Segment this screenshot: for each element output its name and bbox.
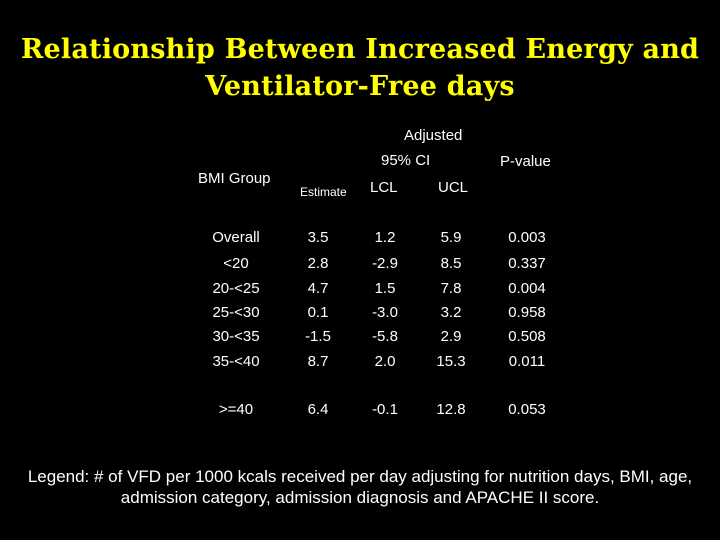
table-cell-p: 0.958 <box>508 304 546 321</box>
header-estimate: Estimate <box>300 185 347 199</box>
legend-line2: admission category, admission diagnosis … <box>120 488 600 507</box>
table-cell-lcl: -0.1 <box>372 401 398 418</box>
header-bmi-group: BMI Group <box>198 170 271 187</box>
table-cell-estimate: 8.7 <box>307 353 329 370</box>
table-cell-estimate: 4.7 <box>307 280 329 297</box>
table-cell-estimate: 2.8 <box>307 255 329 272</box>
table-cell-group: 30-<35 <box>212 328 260 345</box>
table-cell-group: 20-<25 <box>212 280 260 297</box>
header-ucl: UCL <box>438 179 469 196</box>
table-cell-group: >=40 <box>218 401 254 418</box>
legend-line1: Legend: # of VFD per 1000 kcals received… <box>27 467 693 486</box>
table-cell-p: 0.004 <box>508 280 546 297</box>
table-cell-lcl: -5.8 <box>372 328 398 345</box>
table-cell-lcl: -2.9 <box>372 255 398 272</box>
table-cell-p: 0.053 <box>508 401 546 418</box>
legend: Legend: # of VFD per 1000 kcals received… <box>0 466 720 508</box>
table-cell-ucl: 7.8 <box>440 280 462 297</box>
table-cell-p: 0.337 <box>508 255 546 272</box>
table-cell-group: <20 <box>223 255 249 272</box>
table-cell-group: 35-<40 <box>212 353 260 370</box>
table-cell-ucl: 15.3 <box>436 353 466 370</box>
header-adjusted: Adjusted <box>404 127 463 144</box>
table-cell-lcl: -3.0 <box>372 304 398 321</box>
table-cell-ucl: 2.9 <box>440 328 462 345</box>
table-cell-ucl: 5.9 <box>440 229 462 246</box>
table-cell-p: 0.003 <box>508 229 546 246</box>
table-cell-group: 25-<30 <box>212 304 260 321</box>
table-cell-lcl: 1.5 <box>374 280 396 297</box>
table-cell-estimate: 3.5 <box>307 229 329 246</box>
slide-title-line2: Ventilator-Free days <box>205 71 515 102</box>
table-cell-p: 0.508 <box>508 328 546 345</box>
table-cell-estimate: -1.5 <box>305 328 331 345</box>
table-cell-ucl: 8.5 <box>440 255 462 272</box>
slide-title-line1: Relationship Between Increased Energy an… <box>20 34 700 65</box>
table-cell-lcl: 2.0 <box>374 353 396 370</box>
table-cell-ucl: 3.2 <box>440 304 462 321</box>
table-cell-group: Overall <box>212 229 260 246</box>
header-p-value: P-value <box>500 153 551 170</box>
table-cell-p: 0.011 <box>508 353 546 370</box>
header-95-ci: 95% CI <box>381 152 431 169</box>
table-cell-lcl: 1.2 <box>374 229 396 246</box>
table-cell-estimate: 6.4 <box>307 401 329 418</box>
header-lcl: LCL <box>370 179 398 196</box>
table-cell-estimate: 0.1 <box>307 304 329 321</box>
table-cell-ucl: 12.8 <box>436 401 466 418</box>
